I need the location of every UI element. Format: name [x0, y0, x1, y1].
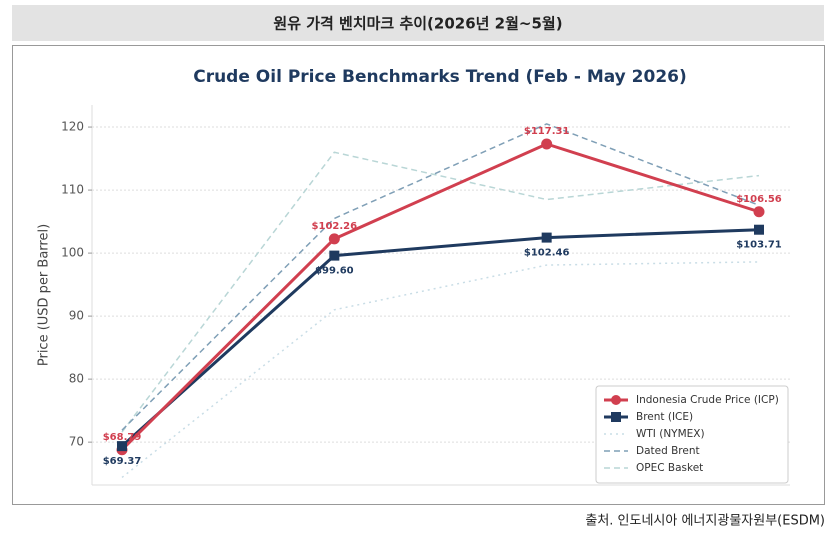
- data-label: $102.26: [312, 221, 358, 232]
- y-tick-label: 120: [61, 120, 84, 134]
- series-line: [120, 142, 760, 451]
- series-line: [120, 228, 760, 448]
- data-label: $99.60: [315, 266, 354, 277]
- point: [328, 233, 340, 245]
- legend-marker: [611, 412, 621, 422]
- y-tick-label: 100: [61, 246, 84, 260]
- data-label: $69.37: [103, 456, 142, 467]
- chart-title: Crude Oil Price Benchmarks Trend (Feb - …: [193, 67, 687, 87]
- y-tick-label: 70: [69, 435, 84, 449]
- legend-label: OPEC Basket: [636, 462, 703, 474]
- point: [541, 138, 553, 150]
- point: [329, 250, 340, 261]
- legend-box: [595, 385, 789, 484]
- series-line: [121, 123, 760, 431]
- y-tick-label: 80: [69, 372, 84, 386]
- legend-label: Dated Brent: [636, 445, 700, 457]
- legend: Indonesia Crude Price (ICP) Brent (ICE) WT…: [595, 385, 789, 484]
- series-line: [121, 261, 760, 479]
- point: [541, 232, 552, 243]
- data-label: $106.56: [736, 194, 782, 205]
- legend-label: Brent (ICE): [636, 411, 693, 423]
- source: 출처. 인도네시아 에너지광물자원부(ESDM): [585, 514, 825, 529]
- series-line: [121, 151, 760, 433]
- header-bar: [12, 5, 824, 41]
- y-axis-label: Price (USD per Barrel): [37, 224, 52, 366]
- y-tick-label: 110: [61, 183, 84, 197]
- legend-marker: [611, 395, 621, 405]
- data-label: $103.71: [736, 240, 782, 251]
- y-tick-label: 90: [69, 309, 84, 323]
- data-label: $68.79: [103, 432, 142, 443]
- header-title: 원유 가격 벤치마크 추이(2026년 2월~5월): [273, 15, 562, 33]
- point: [117, 441, 127, 452]
- data-label: $102.46: [524, 248, 570, 259]
- legend-label: Indonesia Crude Price (ICP): [636, 394, 779, 406]
- legend-label: WTI (NYMEX): [636, 428, 705, 440]
- point: [754, 224, 764, 235]
- data-label: $117.31: [524, 126, 570, 137]
- point: [753, 206, 765, 218]
